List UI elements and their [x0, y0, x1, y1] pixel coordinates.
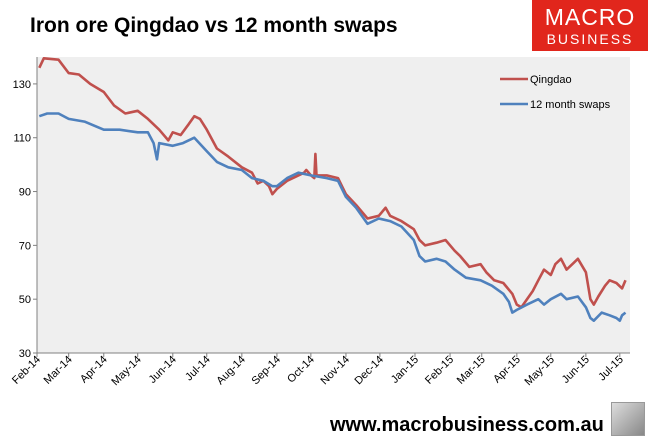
logo-line-1: MACRO — [544, 4, 636, 30]
x-tick-label: Jun-14 — [147, 354, 179, 386]
y-tick-label: 130 — [13, 79, 31, 91]
legend-label-qingdao: Qingdao — [530, 74, 572, 86]
x-tick-label: May-14 — [109, 354, 143, 388]
x-tick-label: Jan-15 — [389, 354, 421, 386]
x-tick-label: Oct-14 — [285, 354, 317, 386]
x-tick-label: Sep-14 — [249, 354, 283, 388]
chart-title: Iron ore Qingdao vs 12 month swaps — [30, 14, 398, 37]
x-tick-label: Apr-15 — [491, 354, 523, 386]
x-tick-label: Mar-14 — [42, 354, 75, 387]
x-tick-label: Aug-14 — [214, 354, 248, 388]
website-url: www.macrobusiness.com.au — [330, 414, 604, 436]
wolf-icon — [611, 402, 645, 436]
x-tick-label: Apr-14 — [78, 354, 110, 386]
x-tick-label: Jun-15 — [560, 354, 592, 386]
legend-label-12-month-swaps: 12 month swaps — [530, 99, 611, 111]
y-tick-label: 50 — [19, 294, 31, 306]
logo-line-2: BUSINESS — [546, 31, 634, 47]
x-tick-label: Dec-14 — [352, 354, 386, 388]
series-line-qingdao — [38, 57, 627, 309]
x-tick-label: Nov-14 — [319, 354, 353, 388]
macrobusiness-logo: MACRO BUSINESS — [532, 0, 648, 51]
x-tick-label: Jul-14 — [183, 354, 213, 384]
x-tick-label: Mar-15 — [455, 354, 488, 387]
x-tick-label: Jul-15 — [596, 354, 626, 384]
x-tick-label: Feb-15 — [423, 354, 456, 387]
y-tick-label: 110 — [13, 133, 31, 145]
y-tick-label: 70 — [19, 240, 31, 252]
x-tick-label: May-15 — [522, 354, 556, 388]
y-tick-label: 90 — [19, 187, 31, 199]
y-tick-label: 30 — [19, 348, 31, 360]
series-line-12-month-swaps — [38, 112, 627, 322]
